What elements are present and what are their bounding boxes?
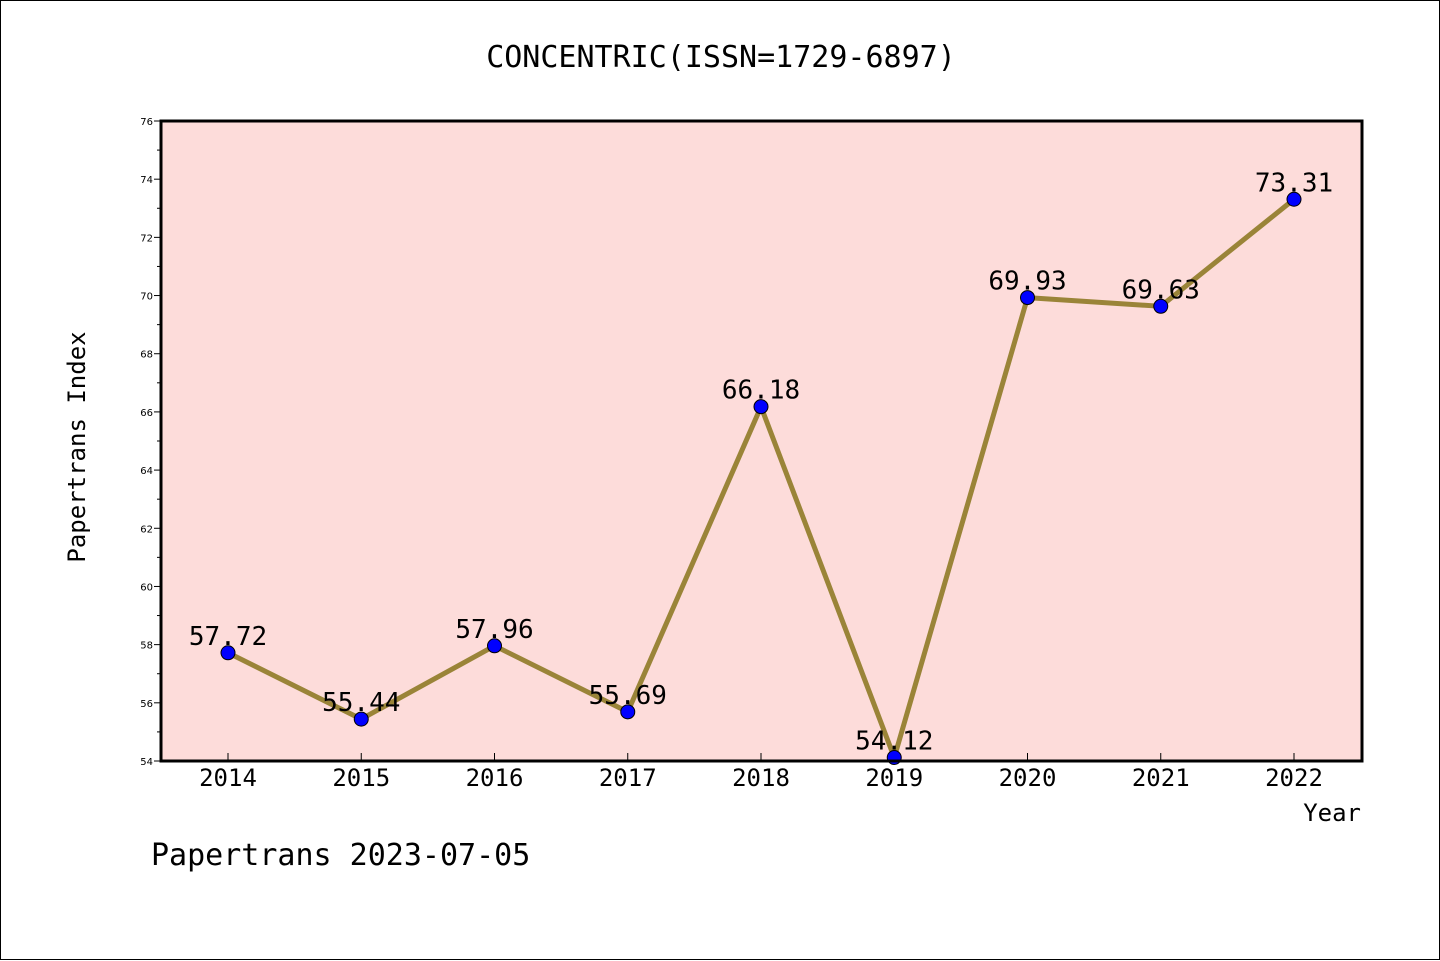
y-axis-label: Papertrans Index bbox=[63, 331, 91, 562]
data-labels: 57.72 55.44 57.96 55.69 66.18 54.12 69.93 69.63… bbox=[189, 168, 1333, 756]
x-tick-label: 2019 bbox=[865, 764, 923, 792]
y-tick-label: 60 bbox=[140, 582, 153, 593]
data-label: 66.18 bbox=[722, 376, 800, 406]
data-label: 69.93 bbox=[988, 267, 1066, 297]
x-tick-label: 2014 bbox=[199, 764, 257, 792]
x-tick-label: 2022 bbox=[1265, 764, 1323, 792]
data-label: 57.72 bbox=[189, 622, 267, 652]
series-markers bbox=[220, 191, 1302, 766]
plot-border bbox=[159, 119, 1364, 763]
x-tick-label: 2016 bbox=[466, 764, 524, 792]
plot-area bbox=[161, 121, 1362, 761]
y-axis-ticks: 54 56 58 60 62 64 66 68 70 72 74 76 bbox=[140, 117, 161, 768]
y-tick-label: 54 bbox=[140, 757, 153, 768]
y-tick-label: 68 bbox=[140, 350, 153, 361]
data-label: 73.31 bbox=[1255, 168, 1333, 198]
y-tick-label: 56 bbox=[140, 699, 153, 710]
x-tick-label: 2020 bbox=[999, 764, 1057, 792]
data-label: 54.12 bbox=[855, 727, 933, 757]
x-axis-ticks: 2014 2015 2016 2017 2018 2019 2020 2021 2022 bbox=[199, 753, 1323, 792]
y-tick-label: 62 bbox=[140, 524, 153, 535]
y-tick-label: 74 bbox=[140, 175, 153, 186]
data-point bbox=[1153, 298, 1169, 314]
y-tick-label: 64 bbox=[140, 466, 153, 477]
data-point bbox=[487, 638, 502, 654]
x-axis-label: Year bbox=[1303, 799, 1361, 827]
y-tick-label: 76 bbox=[140, 117, 153, 128]
data-point bbox=[753, 399, 769, 415]
y-tick-label: 72 bbox=[140, 233, 153, 244]
x-tick-label: 2017 bbox=[599, 764, 657, 792]
chart-title: CONCENTRIC(ISSN=1729-6897) bbox=[486, 40, 956, 75]
data-label: 55.69 bbox=[589, 681, 667, 711]
data-point bbox=[353, 711, 369, 727]
data-label: 55.44 bbox=[322, 688, 400, 718]
data-point bbox=[1020, 290, 1035, 306]
data-label: 57.96 bbox=[455, 615, 533, 645]
y-tick-label: 70 bbox=[140, 292, 153, 303]
data-point bbox=[1286, 191, 1302, 207]
y-tick-label: 58 bbox=[140, 641, 153, 652]
x-tick-label: 2015 bbox=[332, 764, 390, 792]
data-point bbox=[220, 645, 236, 661]
data-label: 69.63 bbox=[1122, 275, 1200, 305]
x-tick-label: 2018 bbox=[732, 764, 790, 792]
data-point bbox=[620, 704, 636, 720]
x-tick-label: 2021 bbox=[1132, 764, 1190, 792]
y-tick-label: 66 bbox=[140, 408, 153, 419]
footer-credit: Papertrans 2023-07-05 bbox=[151, 838, 530, 873]
